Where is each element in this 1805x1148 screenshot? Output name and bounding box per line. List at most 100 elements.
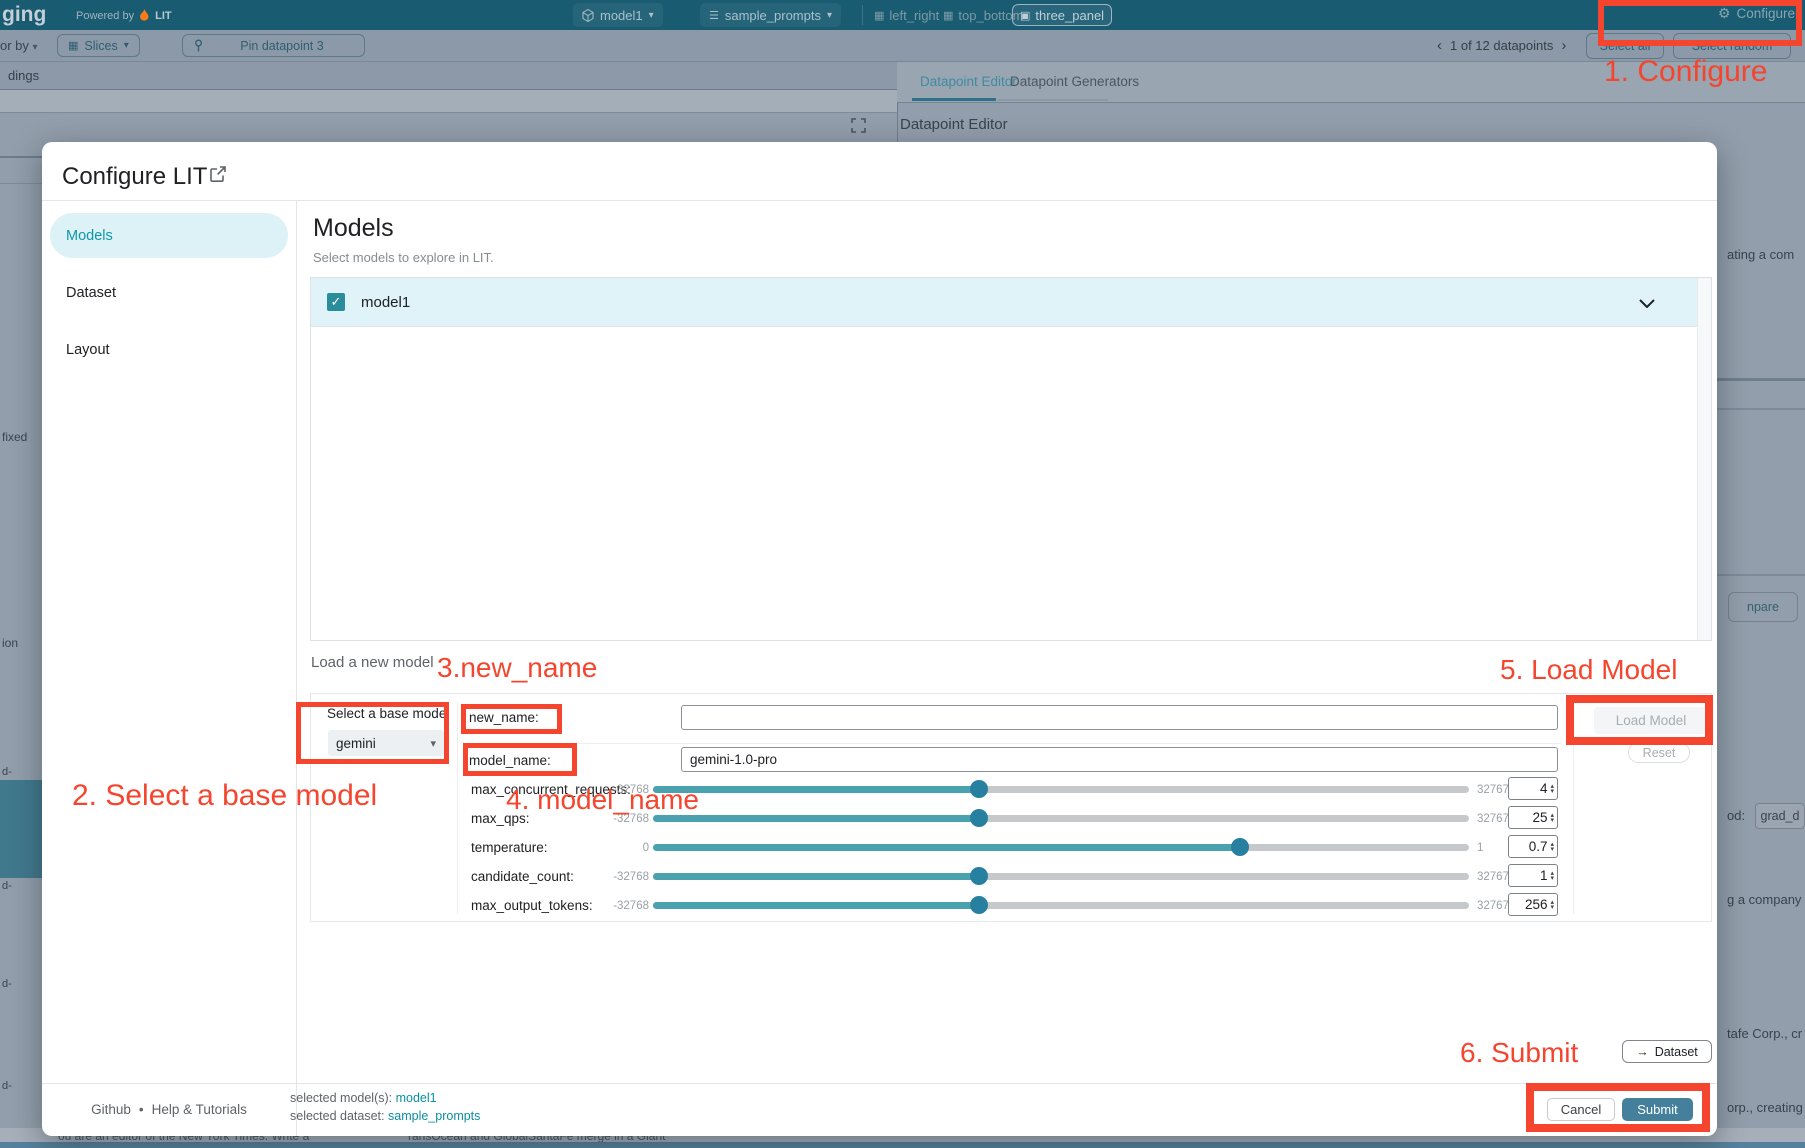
dataset-selector[interactable]: ☰ sample_prompts ▾: [700, 3, 842, 27]
stepper-arrows-icon[interactable]: ▴ ▾: [1550, 782, 1554, 795]
bg-table-row-fragment: d-: [2, 978, 12, 990]
app-topbar: ging Powered by LIT model1 ▾ ☰ sample_pr…: [0, 0, 1805, 30]
slider-max-label: 32767: [1477, 784, 1509, 796]
model-selector[interactable]: model1 ▾: [573, 3, 663, 27]
bg-panel-title: Datapoint Editor: [900, 116, 1008, 133]
value-stepper[interactable]: 4 ▴ ▾: [1508, 777, 1558, 800]
model-checkbox-checked[interactable]: ✓: [327, 293, 345, 311]
slider-track[interactable]: [653, 780, 1469, 798]
gear-icon: ⚙: [1717, 5, 1731, 21]
slider-track[interactable]: [653, 809, 1469, 827]
value-stepper[interactable]: 0.7 ▴ ▾: [1508, 835, 1558, 858]
stepper-arrows-icon[interactable]: ▴ ▾: [1550, 870, 1554, 882]
param-label: max_qps:: [471, 811, 530, 826]
bg-fragment: dings: [8, 68, 40, 83]
section-title: Models: [313, 214, 394, 242]
layout-tab-three-panel[interactable]: ▣ three_panel: [1012, 4, 1113, 26]
bg-fragment: tafe Corp., cr: [1727, 1026, 1803, 1041]
value-stepper[interactable]: 1 ▴ ▾: [1508, 864, 1558, 887]
selected-model-label: selected model(s):: [290, 1091, 393, 1105]
slider-track[interactable]: [653, 896, 1469, 914]
section-subtitle: Select models to explore in LIT.: [313, 250, 494, 265]
new-name-input[interactable]: [681, 705, 1558, 730]
slider-thumb[interactable]: [1231, 838, 1249, 856]
nav-item-label: Dataset: [66, 284, 116, 301]
annotation-label-3: 3.new_name: [437, 652, 598, 683]
selected-dataset-value[interactable]: sample_prompts: [388, 1109, 481, 1123]
annotation-label-2: 2. Select a base model: [72, 779, 378, 812]
chevron-down-icon[interactable]: [1639, 299, 1655, 308]
selection-summary: selected model(s): model1 selected datas…: [290, 1089, 480, 1125]
datapoint-pager: ‹ 1 of 12 datapoints ›: [1437, 37, 1566, 54]
slider-max-label: 32767: [1477, 900, 1509, 912]
slices-button[interactable]: ▦ Slices ▾: [57, 34, 140, 57]
slider-min-label: -32768: [613, 813, 649, 825]
slider-thumb[interactable]: [970, 896, 988, 914]
configure-button[interactable]: ⚙ Configure: [1718, 5, 1795, 22]
pin-datapoint-button[interactable]: Pin datapoint 3: [182, 34, 365, 57]
bg-table-row-fragment: d-: [2, 766, 12, 778]
color-by-control[interactable]: or by ▾: [0, 38, 38, 53]
reset-button[interactable]: Reset: [1628, 742, 1690, 763]
datapoint-toolbar: or by ▾ ▦ Slices ▾ Pin datapoint 3 ‹ 1 o…: [0, 30, 1805, 62]
github-link[interactable]: Github: [91, 1102, 131, 1117]
model-list: ✓ model1: [310, 277, 1712, 641]
slider-track[interactable]: [653, 838, 1469, 856]
annotation-label-4: 4. model_name: [506, 784, 700, 815]
slider-thumb[interactable]: [970, 780, 988, 798]
layout-tab-top-bottom[interactable]: ▦ top_bottom: [936, 4, 1030, 26]
param-label: max_output_tokens:: [471, 898, 593, 913]
nav-item-layout[interactable]: Layout: [50, 327, 288, 372]
cancel-button[interactable]: Cancel: [1547, 1098, 1615, 1121]
grid-icon: ▦: [874, 9, 885, 22]
param-row-temperature: temperature: 0 1 0.7 ▴ ▾: [461, 835, 1566, 859]
next-datapoint-icon[interactable]: ›: [1561, 37, 1567, 54]
slider-thumb[interactable]: [970, 809, 988, 827]
slider-max-label: 1: [1477, 842, 1484, 854]
stepper-arrows-icon[interactable]: ▴ ▾: [1550, 812, 1554, 824]
nav-item-dataset[interactable]: Dataset: [50, 270, 288, 315]
slider-track[interactable]: [653, 867, 1469, 885]
expand-icon[interactable]: [851, 118, 866, 133]
slices-label: Slices: [84, 38, 118, 53]
nav-item-label: Layout: [66, 341, 110, 358]
slider-fill: [653, 873, 979, 880]
spin-down-icon: ▾: [1550, 845, 1554, 853]
base-model-select[interactable]: gemini ▾: [328, 730, 444, 756]
bg-right-tabbar: Datapoint Editor Datapoint Generators: [897, 62, 1805, 103]
slider-min-label: 0: [642, 842, 649, 854]
help-tutorials-link[interactable]: Help & Tutorials: [151, 1102, 247, 1117]
caret-down-icon: ▾: [32, 42, 38, 53]
tab-datapoint-editor[interactable]: Datapoint Editor: [920, 74, 1017, 89]
slider-thumb[interactable]: [970, 867, 988, 885]
open-in-new-icon[interactable]: [209, 165, 227, 183]
layout-tab-label: three_panel: [1035, 7, 1105, 23]
go-to-dataset-button[interactable]: → Dataset: [1622, 1040, 1712, 1063]
bg-compare-button-fragment: npare: [1728, 592, 1798, 622]
model-name-input[interactable]: gemini-1.0-pro: [681, 747, 1558, 772]
selected-model-value[interactable]: model1: [395, 1091, 437, 1105]
nav-item-models[interactable]: Models: [50, 213, 288, 258]
bg-fragment: npare: [1747, 600, 1779, 614]
stepper-arrows-icon[interactable]: ▴ ▾: [1550, 841, 1554, 853]
bg-bottom-sliver: [0, 1142, 1805, 1148]
color-by-label: or by: [0, 38, 29, 53]
value-stepper[interactable]: 25 ▴ ▾: [1508, 806, 1558, 829]
value-stepper[interactable]: 256 ▴ ▾: [1508, 893, 1558, 916]
bg-fragment: g a company: [1727, 892, 1802, 907]
prev-datapoint-icon[interactable]: ‹: [1437, 37, 1442, 54]
configure-lit-dialog: Configure LIT Models Dataset Layout Mode…: [42, 142, 1717, 1136]
submit-button[interactable]: Submit: [1622, 1098, 1693, 1121]
layout-tab-left-right[interactable]: ▦ left_right: [867, 4, 946, 26]
annotation-box-submit: [1526, 1083, 1710, 1132]
model-row[interactable]: ✓ model1: [311, 278, 1699, 327]
list-scrollbar-gutter[interactable]: [1697, 278, 1711, 640]
tab-datapoint-generators[interactable]: Datapoint Generators: [1010, 74, 1140, 89]
configure-button-label: Configure: [1736, 6, 1795, 21]
dataset-list-icon: ☰: [709, 9, 719, 22]
dataset-selector-label: sample_prompts: [724, 7, 821, 23]
load-model-button[interactable]: Load Model: [1594, 707, 1708, 734]
bg-fragment: grad_d: [1760, 809, 1800, 823]
spin-up-icon: ▴: [1550, 782, 1554, 790]
stepper-arrows-icon[interactable]: ▴ ▾: [1550, 899, 1554, 911]
